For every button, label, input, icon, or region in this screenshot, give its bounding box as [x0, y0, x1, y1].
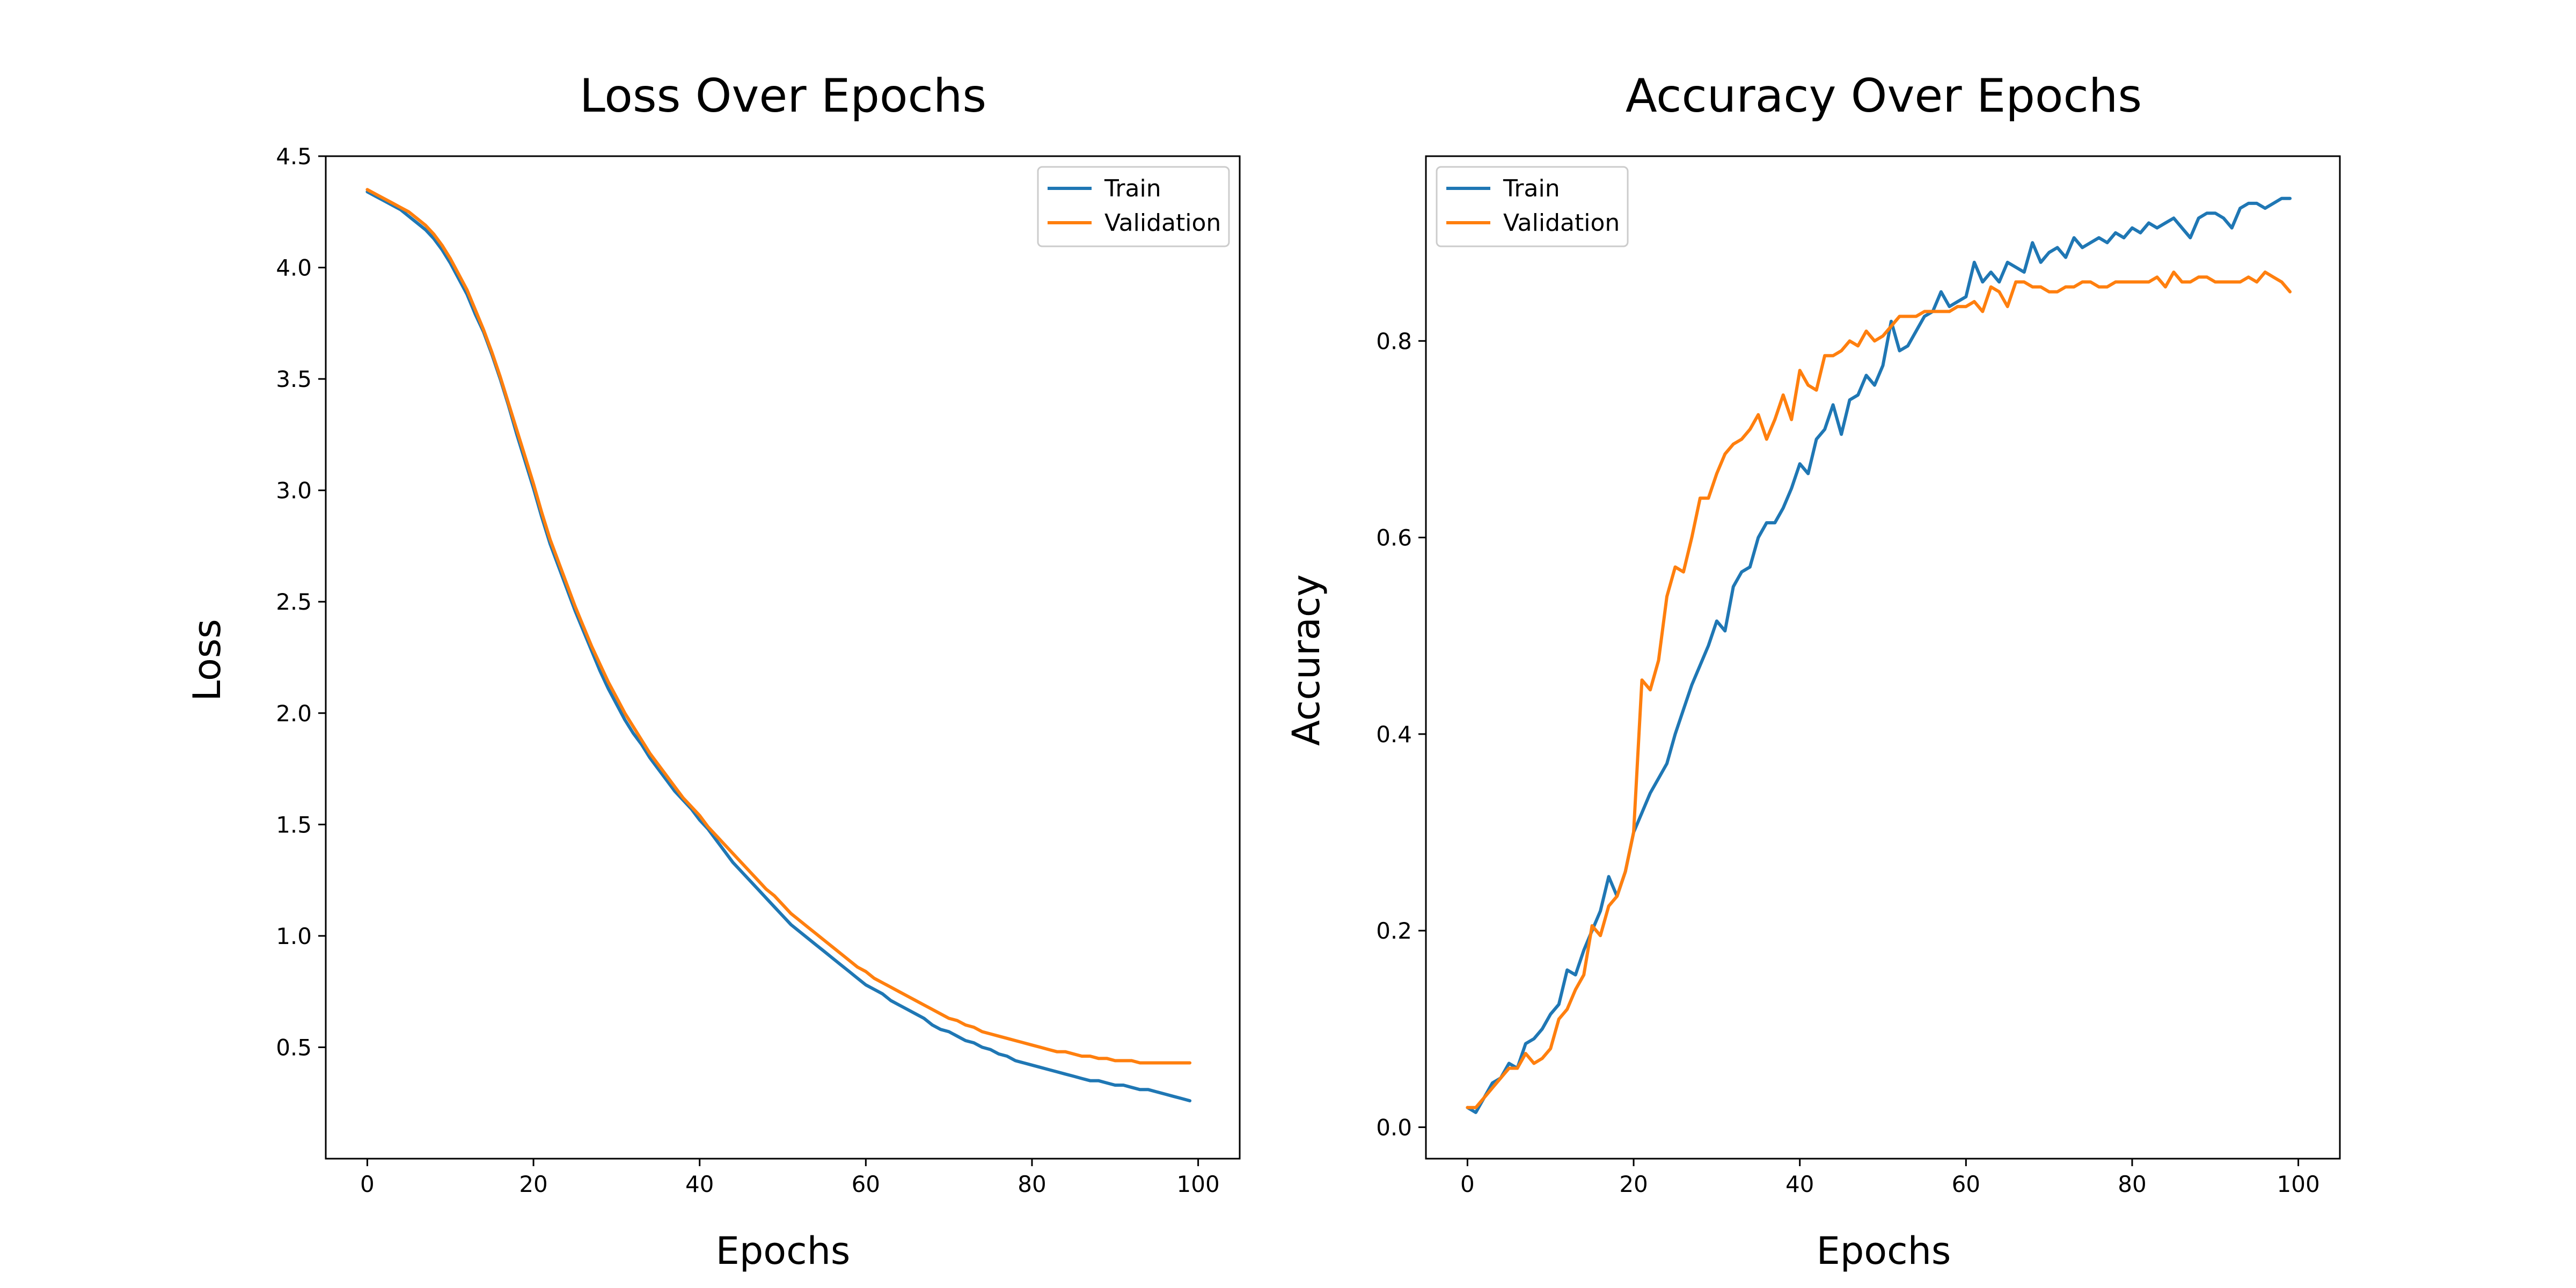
- loss-chart-xtick-label: 80: [1018, 1171, 1046, 1197]
- accuracy-chart-xtick-label: 80: [2118, 1171, 2146, 1197]
- loss-chart-series-train-line: [365, 190, 1192, 1103]
- accuracy-chart-legend-label-train: Train: [1503, 175, 1560, 202]
- accuracy-chart-ytick-label: 0.8: [1376, 328, 1412, 354]
- loss-chart-series-validation-line: [365, 188, 1192, 1065]
- loss-chart: Loss Over Epochs Epochs Loss 0 20 40 60 80 10…: [185, 69, 1241, 1273]
- accuracy-chart-xtick-label: 20: [1619, 1171, 1648, 1197]
- loss-chart-ytick-label: 3.0: [276, 478, 312, 504]
- loss-chart-ytick-label: 1.5: [276, 811, 312, 838]
- accuracy-chart: Accuracy Over Epochs Epochs Accuracy 0 20…: [1284, 69, 2341, 1273]
- loss-chart-xtick-label: 60: [852, 1171, 880, 1197]
- loss-chart-ytick-label: 4.5: [276, 143, 312, 170]
- loss-chart-ytick-label: 2.0: [276, 700, 312, 727]
- accuracy-chart-xtick-label: 100: [2277, 1171, 2320, 1197]
- loss-chart-xtick-label: 100: [1177, 1171, 1220, 1197]
- loss-chart-ytick-label: 1.0: [276, 923, 312, 949]
- loss-chart-xlabel: Epochs: [716, 1229, 851, 1273]
- accuracy-chart-ytick-label: 0.6: [1376, 525, 1412, 551]
- loss-chart-title: Loss Over Epochs: [580, 69, 986, 123]
- accuracy-chart-legend: Train Validation: [1436, 166, 1629, 247]
- accuracy-chart-plot-area: [1425, 155, 2341, 1160]
- loss-chart-legend-label-validation: Validation: [1104, 209, 1221, 237]
- loss-chart-xtick-label: 40: [685, 1171, 714, 1197]
- accuracy-chart-title: Accuracy Over Epochs: [1626, 69, 2142, 123]
- loss-chart-ylabel: Loss: [185, 619, 229, 701]
- accuracy-chart-xtick-label: 60: [1952, 1171, 1980, 1197]
- loss-chart-xtick-label: 0: [360, 1171, 375, 1197]
- accuracy-chart-series-train-line: [1466, 196, 2292, 1114]
- accuracy-chart-ylabel: Accuracy: [1284, 574, 1328, 746]
- accuracy-chart-legend-label-validation: Validation: [1503, 209, 1620, 237]
- loss-chart-ytick-label: 4.0: [276, 255, 312, 281]
- loss-chart-ytick-label: 0.5: [276, 1034, 312, 1060]
- accuracy-chart-ytick-label: 0.2: [1376, 918, 1412, 944]
- accuracy-chart-xlabel: Epochs: [1817, 1229, 1951, 1273]
- accuracy-chart-ytick-label: 0.0: [1376, 1114, 1412, 1140]
- accuracy-chart-xtick-label: 0: [1460, 1171, 1475, 1197]
- accuracy-chart-xtick-label: 40: [1785, 1171, 1814, 1197]
- loss-chart-legend-label-train: Train: [1104, 175, 1161, 202]
- loss-chart-legend: Train Validation: [1037, 166, 1230, 247]
- accuracy-chart-series-validation-line: [1466, 270, 2292, 1109]
- loss-chart-plot-area: [325, 155, 1241, 1160]
- accuracy-chart-ytick-label: 0.4: [1376, 721, 1412, 748]
- loss-chart-ytick-label: 3.5: [276, 366, 312, 392]
- loss-chart-xtick-label: 20: [519, 1171, 547, 1197]
- loss-chart-ytick-label: 2.5: [276, 589, 312, 615]
